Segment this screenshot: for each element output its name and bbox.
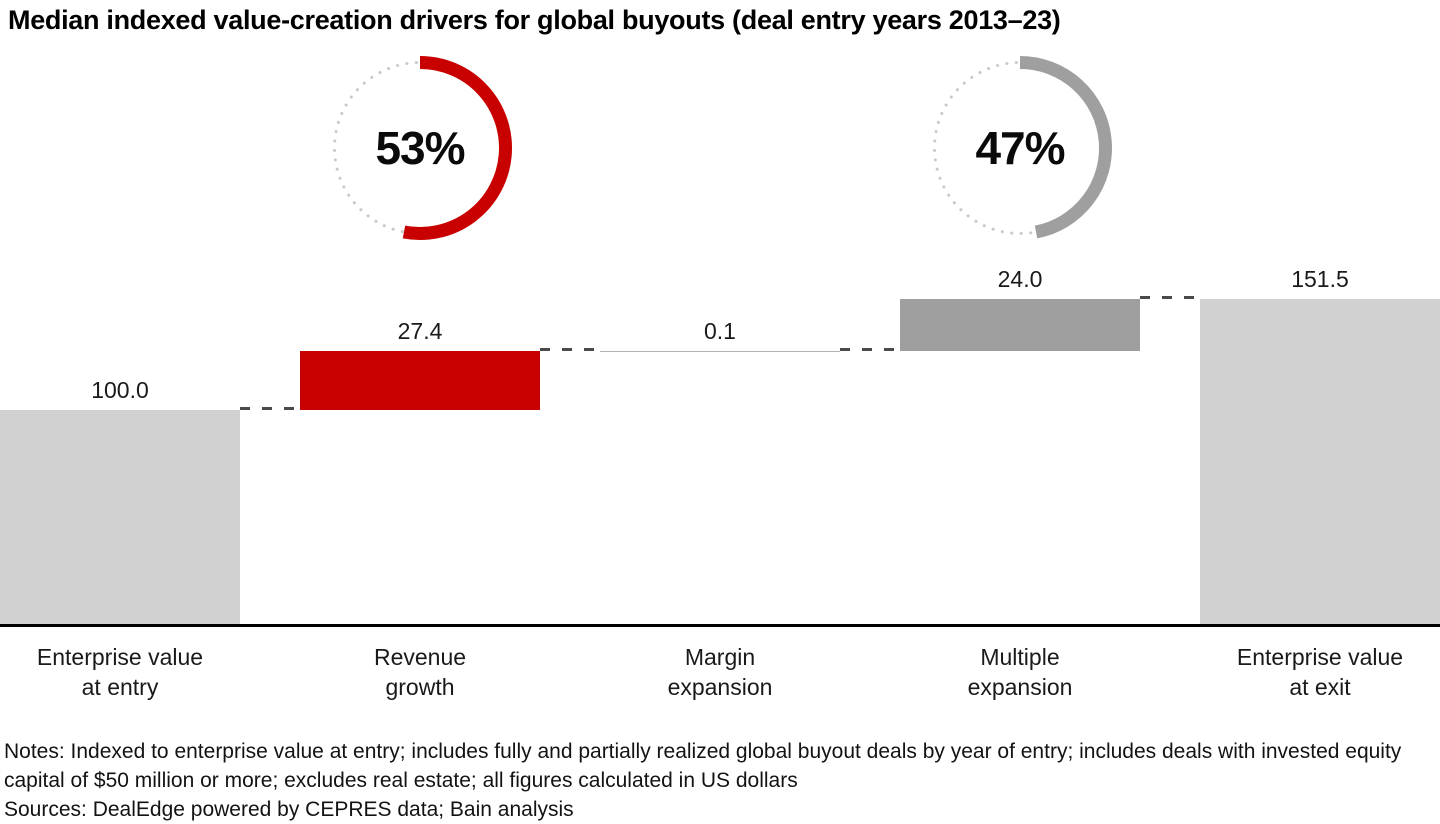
axis-label-line: expansion <box>667 674 773 700</box>
donut-percent-label-multiple-expansion-share: 47% <box>975 122 1065 174</box>
value-label-multiple-expansion: 24.0 <box>997 265 1043 292</box>
bar-multiple-expansion <box>900 298 1140 351</box>
bar-revenue-growth <box>300 350 540 410</box>
axis-label-line: growth <box>385 674 455 700</box>
donut-revenue-growth-share <box>333 56 512 240</box>
axis-label-margin-expansion: Margin expansion <box>570 642 870 702</box>
axis-label-revenue-growth: Revenue growth <box>270 642 570 702</box>
connector-dash-revenue-growth <box>240 407 300 410</box>
bar-enterprise-value-at-exit <box>1200 298 1440 626</box>
notes-text: Notes: Indexed to enterprise value at en… <box>4 740 1402 792</box>
donut-arc-multiple-expansion-share <box>1019 56 1112 239</box>
bar-margin-expansion <box>600 350 840 353</box>
axis-label-line: Enterprise value <box>36 644 204 670</box>
bar-enterprise-value-at-entry <box>0 410 240 626</box>
x-axis-line <box>0 624 1440 627</box>
connector-dash-enterprise-value-at-exit <box>1140 295 1200 299</box>
axis-label-line: at exit <box>1289 674 1351 700</box>
axis-label-line: Margin <box>684 644 756 670</box>
axis-label-line: expansion <box>967 674 1073 700</box>
connector-dash-margin-expansion <box>540 347 600 351</box>
value-label-enterprise-value-at-exit: 151.5 <box>1291 265 1349 292</box>
axis-label-multiple-expansion: Multiple expansion <box>870 642 1170 702</box>
value-label-revenue-growth: 27.4 <box>397 317 443 344</box>
connector-dash-multiple-expansion <box>840 347 900 351</box>
footnotes: Notes: Indexed to enterprise value at en… <box>4 737 1434 824</box>
axis-label-enterprise-value-at-entry: Enterprise value at entry <box>0 642 270 702</box>
axis-label-line: at entry <box>81 674 159 700</box>
axis-label-line: Revenue <box>373 644 467 670</box>
value-label-margin-expansion: 0.1 <box>704 317 736 344</box>
donut-arc-revenue-growth-share <box>402 56 512 240</box>
axis-label-line: Enterprise value <box>1236 644 1404 670</box>
donut-percent-label-revenue-growth-share: 53% <box>375 122 465 174</box>
value-label-enterprise-value-at-entry: 100.0 <box>91 377 149 403</box>
axis-label-enterprise-value-at-exit: Enterprise value at exit <box>1170 642 1440 702</box>
axis-label-line: Multiple <box>980 644 1060 670</box>
chart-title: Median indexed value-creation drivers fo… <box>8 5 1061 35</box>
donut-multiple-expansion-share <box>933 56 1112 239</box>
